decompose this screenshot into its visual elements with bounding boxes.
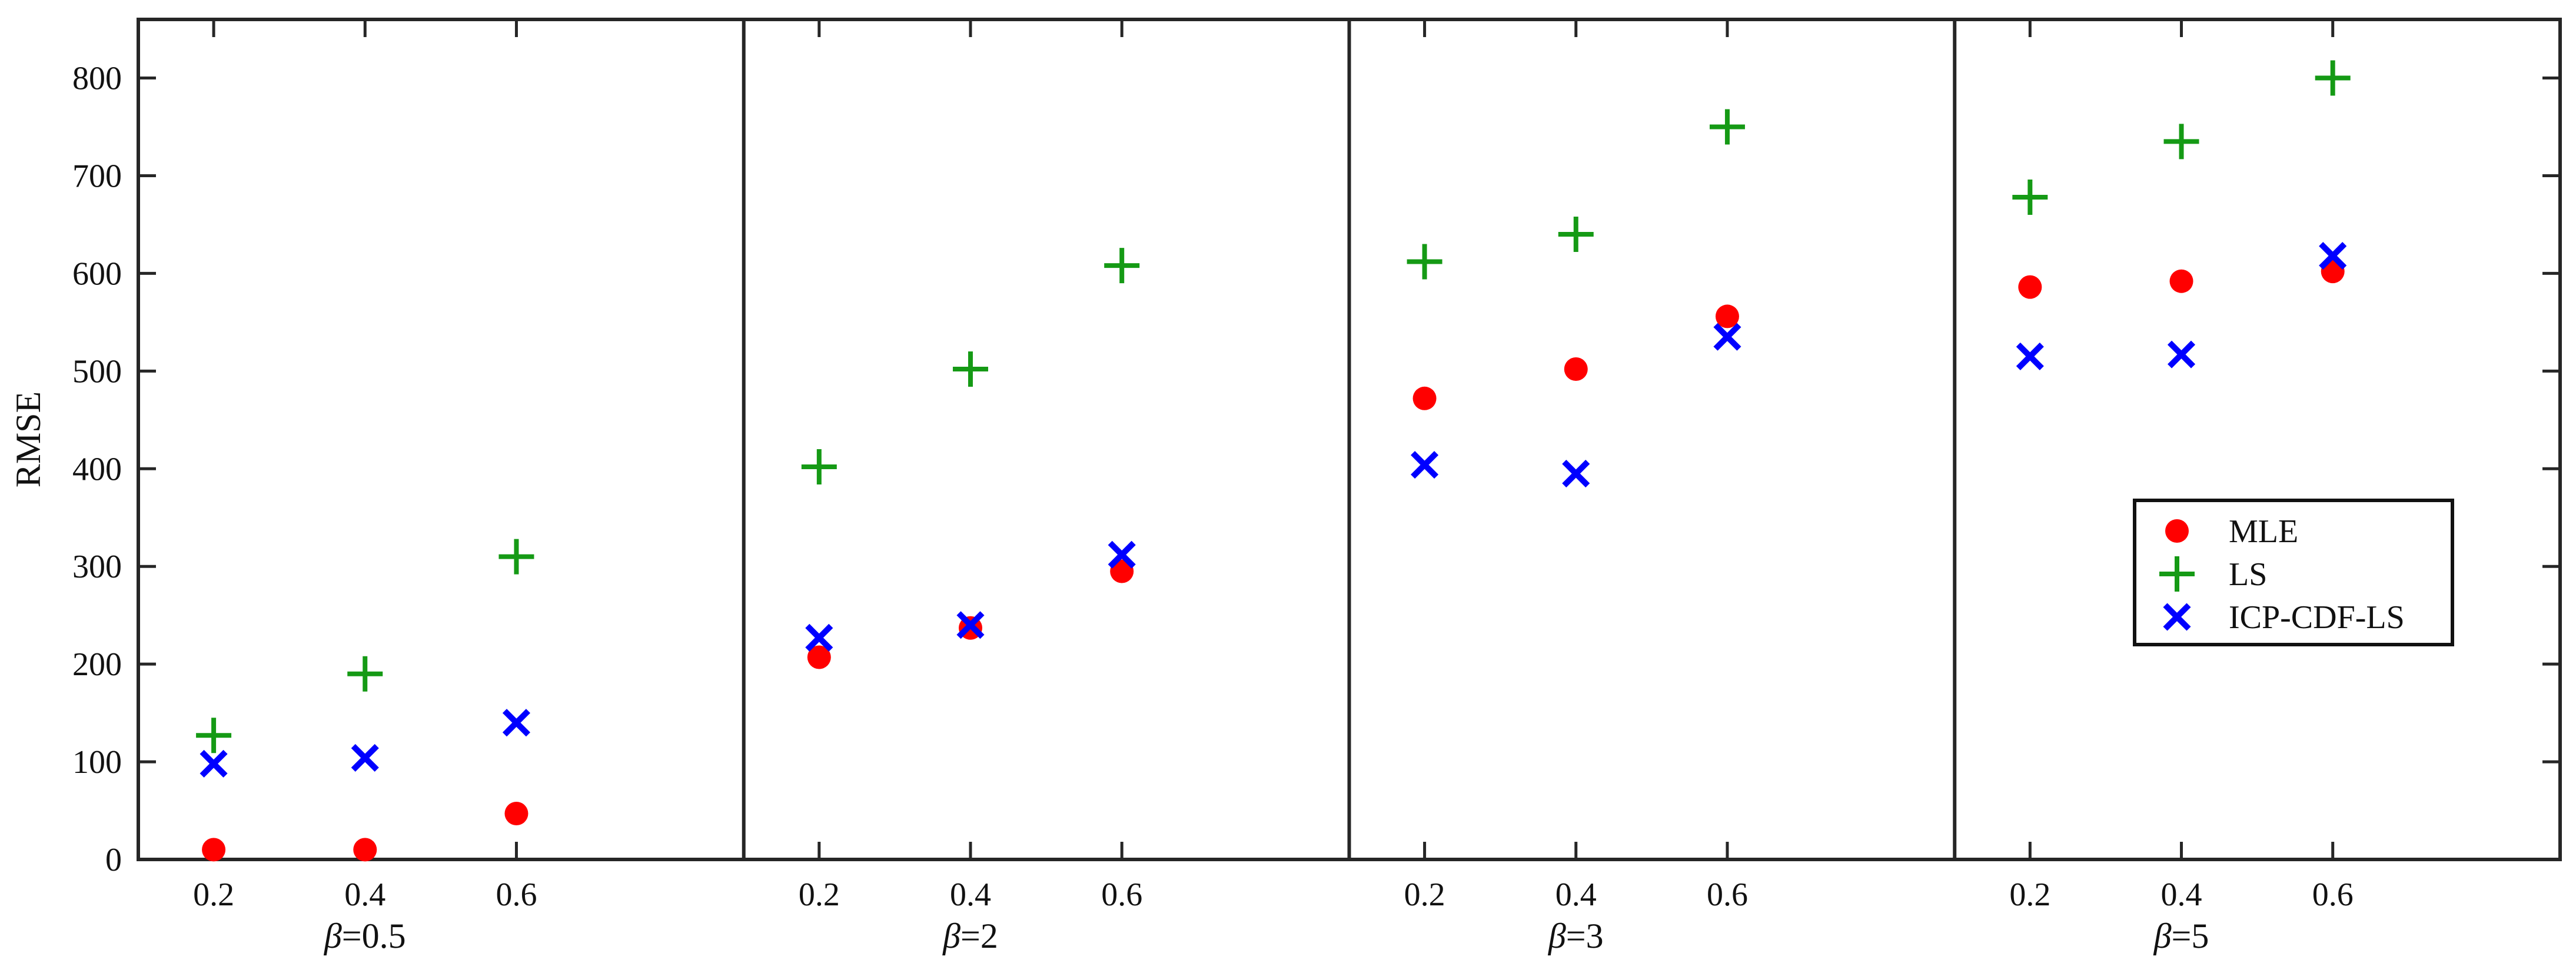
ls-point	[2315, 60, 2351, 96]
panel-label: β=3	[1548, 917, 1604, 955]
y-tick-label: 500	[72, 353, 122, 390]
icp-cdf-ls-point	[805, 623, 833, 652]
legend-ls-label: LS	[2229, 556, 2267, 593]
panel-label-value: =0.5	[342, 917, 406, 955]
mle-point	[807, 645, 831, 669]
panel-label: β=5	[2153, 917, 2209, 955]
marker-stroke	[2016, 342, 2044, 370]
legend-mle-marker	[2165, 519, 2189, 543]
data-points	[196, 60, 2351, 862]
icp-cdf-ls-point	[956, 611, 985, 639]
y-tick-label: 700	[72, 158, 122, 194]
panel-label-symbol: β	[942, 917, 960, 955]
y-tick-label: 0	[105, 842, 122, 878]
marker-stroke	[2167, 340, 2196, 369]
panel-label-symbol: β	[1548, 917, 1566, 955]
marker-stroke	[1108, 540, 1136, 569]
marker-stroke	[200, 749, 228, 778]
y-tick-label: 600	[72, 255, 122, 292]
legend-ls-marker	[2159, 556, 2195, 592]
icp-cdf-ls-point	[1108, 540, 1136, 569]
icp-cdf-ls-point	[1713, 323, 1741, 351]
y-tick-label: 300	[72, 549, 122, 585]
x-tick-label: 0.2	[1404, 877, 1445, 913]
panel-label-value: =3	[1566, 917, 1604, 955]
legend-icp-cdf-ls-label: ICP-CDF-LS	[2229, 599, 2405, 636]
ls-point	[1558, 217, 1594, 253]
ls-point	[1407, 244, 1442, 280]
icp-cdf-ls-point	[200, 749, 228, 778]
x-tick-label: 0.4	[1555, 877, 1597, 913]
ls-point	[801, 449, 837, 484]
ls-point	[2163, 124, 2199, 160]
panel-label-symbol: β	[2153, 917, 2172, 955]
panel-label-value: =2	[960, 917, 998, 955]
ls-point	[1709, 109, 1745, 145]
marker-stroke	[2163, 603, 2191, 631]
mle-point	[1564, 357, 1588, 381]
y-tick-label: 100	[72, 744, 122, 781]
panel-label: β=2	[942, 917, 998, 955]
x-tick-label: 0.4	[950, 877, 991, 913]
mle-point	[202, 838, 226, 862]
mle-point	[1110, 559, 1134, 583]
x-tick-label: 0.6	[1101, 877, 1142, 913]
x-tick-label: 0.6	[2312, 877, 2354, 913]
mle-point	[2018, 275, 2042, 299]
x-tick-label: 0.2	[193, 877, 234, 913]
x-tick-label: 0.4	[2161, 877, 2202, 913]
ls-point	[953, 351, 989, 387]
ls-point	[196, 718, 232, 753]
marker-stroke	[351, 743, 379, 772]
y-tick-label: 800	[72, 61, 122, 97]
mle-point	[2169, 269, 2193, 293]
y-axis-label: RMSE	[9, 391, 48, 487]
marker-stroke	[805, 623, 833, 652]
y-tick-label: 200	[72, 646, 122, 683]
axis-labels: RMSE 0 100 200 300 400 500 600 700 800 0.2 0.4 0.6 β…	[9, 61, 2354, 955]
mle-point	[1715, 304, 1739, 328]
icp-cdf-ls-point	[2016, 342, 2044, 370]
legend-icp-cdf-ls-marker	[2163, 603, 2191, 631]
icp-cdf-ls-point	[1562, 460, 1590, 488]
panel-label: β=0.5	[324, 917, 406, 955]
legend: MLE LS ICP-CDF-LS	[2133, 499, 2454, 646]
marker-stroke	[1713, 323, 1741, 351]
marker-stroke	[956, 611, 985, 639]
x-tick-label: 0.4	[344, 877, 385, 913]
icp-cdf-ls-point	[2167, 340, 2196, 369]
icp-cdf-ls-point	[502, 709, 530, 737]
ls-point	[1104, 248, 1140, 284]
marker-stroke	[1562, 460, 1590, 488]
x-tick-label: 0.6	[1707, 877, 1748, 913]
marker-stroke	[502, 709, 530, 737]
ls-point	[498, 539, 534, 575]
icp-cdf-ls-point	[1411, 451, 1439, 479]
x-tick-label: 0.2	[2009, 877, 2050, 913]
mle-point	[353, 838, 377, 862]
panel-label-value: =5	[2172, 917, 2209, 955]
mle-point	[1412, 386, 1437, 410]
marker-stroke	[2319, 242, 2347, 270]
mle-point	[504, 802, 529, 826]
legend-mle-label: MLE	[2229, 513, 2298, 550]
x-tick-label: 0.6	[496, 877, 537, 913]
y-tick-label: 400	[72, 451, 122, 487]
icp-cdf-ls-point	[2319, 242, 2347, 270]
x-tick-label: 0.2	[799, 877, 840, 913]
icp-cdf-ls-point	[351, 743, 379, 772]
ls-point	[347, 656, 383, 692]
panel-label-symbol: β	[324, 917, 342, 955]
marker-stroke	[1411, 451, 1439, 479]
ls-point	[2012, 179, 2048, 215]
